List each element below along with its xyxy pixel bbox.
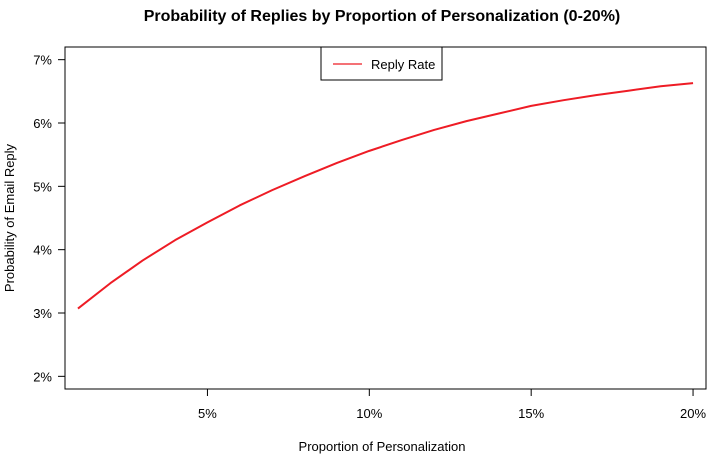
y-axis-label: Probability of Email Reply [2, 143, 17, 292]
x-tick-label: 15% [518, 406, 544, 421]
series-line-reply-rate [77, 82, 694, 310]
legend-box [320, 46, 443, 81]
y-tick-label: 2% [33, 369, 52, 384]
legend-label: Reply Rate [371, 57, 435, 72]
x-tick-label: 20% [680, 406, 706, 421]
x-tick-label: 5% [198, 406, 217, 421]
y-axis: 2% 3% 4% 5% 6% 7% [33, 53, 65, 384]
legend: Reply Rate [320, 46, 443, 81]
y-tick-label: 7% [33, 53, 52, 68]
plot-area [64, 46, 707, 390]
series-group [77, 82, 694, 310]
y-tick-label: 3% [33, 306, 52, 321]
y-tick-label: 5% [33, 179, 52, 194]
x-axis: 5% 10% 15% 20% [198, 389, 706, 421]
x-axis-label: Proportion of Personalization [299, 439, 466, 454]
y-tick-label: 4% [33, 243, 52, 258]
y-tick-label: 6% [33, 116, 52, 131]
x-tick-label: 10% [356, 406, 382, 421]
chart-title: Probability of Replies by Proportion of … [144, 8, 621, 25]
